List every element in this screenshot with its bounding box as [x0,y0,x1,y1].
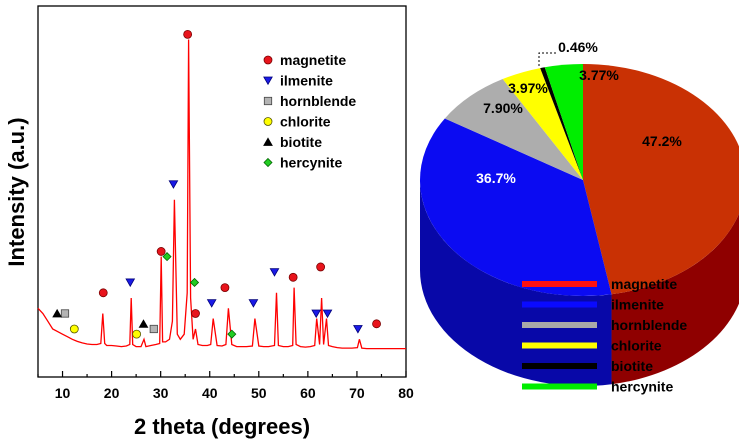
chlorite-legend-marker [263,117,273,126]
pie-legend-label: hornblende [611,317,687,333]
hornblende-value-label: 7.90% [483,100,523,116]
ilmenite-marker [322,309,333,319]
magnetite-marker [316,262,326,272]
pie-sides [420,180,739,386]
xrd-legend-label: magnetite [280,52,346,68]
hornblende-legend-swatch [522,322,597,328]
magnetite-marker [156,247,166,256]
hornblende-legend-marker [263,96,273,106]
ilmenite-marker [353,325,363,334]
x-tick-label: 20 [104,385,120,401]
pie-legend-label: ilmenite [611,297,664,313]
pie-legend-label: biotite [611,358,653,374]
magnetite-marker [98,288,108,298]
pie-legend-label: chlorite [611,338,662,354]
hercynite-marker [162,252,172,262]
biotite-marker [138,319,149,328]
pie-top [419,64,739,297]
magnetite-marker [288,272,298,282]
ilmenite-slice-side [420,180,612,386]
magnetite-legend-marker [263,55,273,65]
chlorite-marker [132,329,142,339]
pie-legend-label: magnetite [611,276,677,292]
biotite-legend-swatch [522,363,597,369]
xrd-legend: magnetite ilmenite hornblende chlorite bioti… [263,52,356,171]
hornblende-marker [60,309,70,318]
biotite-slice [540,67,583,180]
xrd-legend-label: ilmenite [280,73,333,89]
xrd-legend-label: hornblende [280,93,356,109]
magnetite-slice [583,64,739,295]
chlorite-marker [69,324,79,334]
y-axis-title: Intensity (a.u.) [4,117,29,266]
ilmenite-marker [248,299,259,308]
hercynite-value-label: 3.77% [579,67,619,83]
magnetite-legend-swatch [522,281,597,287]
chlorite-legend-swatch [522,342,597,349]
ilmenite-marker [206,299,217,308]
hercynite-marker [227,329,237,339]
x-tick-label: 30 [153,385,169,401]
pie-legend-label: hercynite [611,379,673,395]
ilmenite-slice [419,118,612,297]
x-tick-label: 80 [398,385,414,401]
magnetite-marker [191,309,200,318]
hornblende-slice [444,79,583,180]
x-tick-label: 70 [349,385,365,401]
magnetite-marker [183,29,193,39]
magnetite-marker [372,319,381,329]
xrd-legend-label: biotite [280,134,322,150]
xrd-pattern-line [37,39,406,350]
x-tick-label: 40 [202,385,218,401]
biotite-marker [52,308,63,318]
pie-labels: 47.2% 36.7% 7.90% 3.97% 0.46% 3.77% [476,39,682,186]
x-tick-label: 50 [251,385,267,401]
hercynite-marker [189,277,200,288]
xrd-chart: 10 20 30 40 50 60 70 80 magnetite ilmenite hornbl… [4,5,414,439]
magnetite-value-label: 47.2% [642,133,682,149]
hercynite-legend-marker [263,157,273,168]
chlorite-slice [502,68,583,180]
ilmenite-marker [311,309,322,319]
hornblende-marker [149,324,158,334]
x-tick-label: 60 [300,385,316,401]
xrd-plot-frame [37,5,407,378]
magnetite-marker [220,283,230,293]
ilmenite-marker [269,268,280,277]
x-axis-ticks: 10 20 30 40 50 60 70 80 [37,371,414,401]
chlorite-value-label: 3.97% [508,80,548,96]
xrd-legend-label: chlorite [280,114,331,130]
xrd-legend-label: hercynite [280,155,342,171]
hercynite-legend-swatch [522,383,597,390]
ilmenite-marker [168,180,179,189]
ilmenite-marker [125,278,136,288]
ilmenite-value-label: 36.7% [476,170,516,186]
biotite-leader-line [538,52,556,66]
ilmenite-legend-marker [263,76,273,86]
ilmenite-legend-swatch [522,301,597,308]
x-axis-title: 2 theta (degrees) [134,414,310,439]
peak-markers [52,29,381,339]
biotite-value-label: 0.46% [558,39,598,55]
pie-chart: 47.2% 36.7% 7.90% 3.97% 0.46% 3.77% magnetite… [419,39,739,395]
magnetite-slice-side [611,213,739,385]
pie-legend: magnetite ilmenite hornblende chlorite bioti… [522,276,687,395]
hercynite-slice [544,64,583,180]
biotite-legend-marker [263,137,273,146]
x-tick-label: 10 [55,385,71,401]
